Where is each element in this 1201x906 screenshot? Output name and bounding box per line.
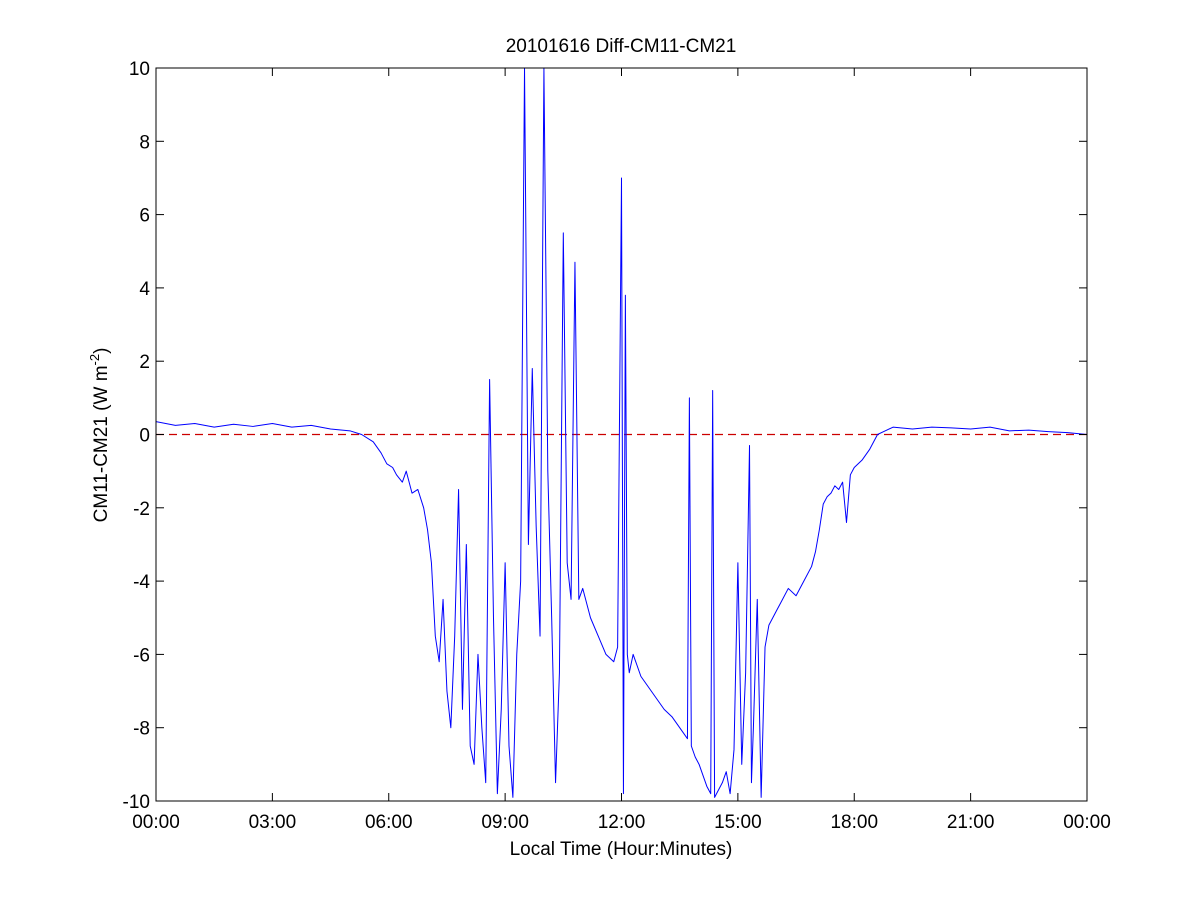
x-tick-label: 21:00 xyxy=(947,812,995,833)
y-tick-label: 6 xyxy=(139,206,150,227)
y-tick-label: 4 xyxy=(139,279,150,300)
y-axis-label-main: CM11-CM21 (W m xyxy=(91,365,112,522)
x-tick-label: 03:00 xyxy=(249,812,297,833)
x-tick-label: 09:00 xyxy=(481,812,529,833)
y-tick-label: -2 xyxy=(133,499,150,520)
y-tick-label: 10 xyxy=(129,59,150,80)
y-axis-label-suffix: ) xyxy=(91,348,112,354)
series-line-0 xyxy=(156,68,1087,798)
y-tick-label: -6 xyxy=(133,645,150,666)
x-axis-label: Local Time (Hour:Minutes) xyxy=(510,839,733,860)
y-tick-label: -10 xyxy=(123,792,150,813)
x-tick-label: 06:00 xyxy=(365,812,413,833)
y-tick-label: 2 xyxy=(139,352,150,373)
x-tick-label: 12:00 xyxy=(598,812,646,833)
y-tick-label: 0 xyxy=(139,426,150,447)
x-tick-label: 18:00 xyxy=(830,812,878,833)
y-tick-label: -8 xyxy=(133,719,150,740)
y-axis-label: CM11-CM21 (W m-2) xyxy=(87,348,112,523)
axis-ticks xyxy=(155,67,1088,802)
y-tick-label: -4 xyxy=(133,572,150,593)
y-axis-label-superscript: -2 xyxy=(87,354,102,366)
chart-title: 20101616 Diff-CM11-CM21 xyxy=(506,36,737,57)
x-tick-label: 00:00 xyxy=(132,812,180,833)
y-tick-label: 8 xyxy=(139,132,150,153)
x-tick-label: 00:00 xyxy=(1063,812,1111,833)
tick-labels: 00:00 03:00 06:00 09:00 12:00 15:00 18:00 21:00… xyxy=(123,59,1111,833)
x-tick-label: 15:00 xyxy=(714,812,762,833)
